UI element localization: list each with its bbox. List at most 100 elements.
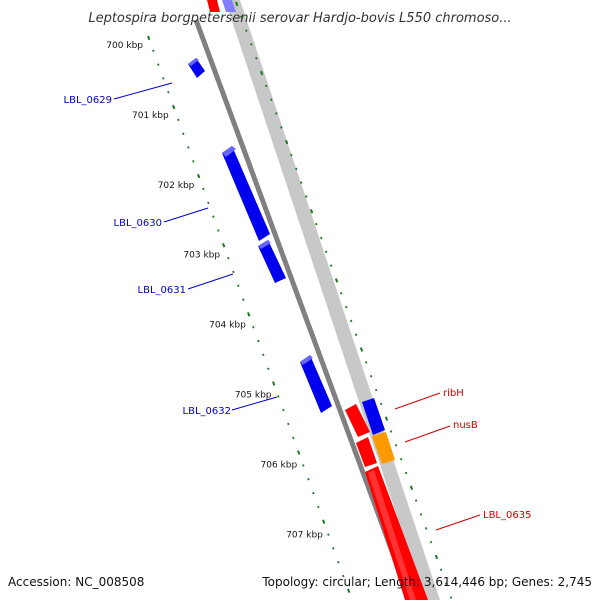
tick-label: 702 kbp	[158, 181, 195, 191]
ruler-tick-left	[327, 533, 330, 536]
ruler-tick-right	[340, 292, 343, 295]
ruler-tick-right	[345, 305, 348, 309]
ruler-tick-left	[252, 325, 255, 329]
ruler-tick-right	[330, 264, 333, 267]
reverse-gene-lbl-0635[interactable]	[365, 466, 428, 600]
ruler-tick-right	[260, 70, 264, 76]
ruler-tick-right	[409, 485, 414, 491]
ruler-tick-right	[359, 347, 364, 352]
ruler-tick-left	[207, 201, 210, 205]
ruler-tick-right	[300, 181, 303, 184]
ruler-tick-right	[280, 126, 283, 129]
ruler-tick-left	[162, 77, 165, 80]
ruler-tick-left	[272, 381, 276, 386]
ruler-tick-right	[270, 98, 273, 101]
reverse-gene-nusb[interactable]	[356, 432, 395, 467]
ruler-tick-left	[277, 395, 280, 398]
ruler-tick-left	[202, 187, 205, 191]
ruler-tick-left	[342, 574, 345, 578]
ruler-tick-right	[449, 596, 453, 599]
gene-label-lbl-0631[interactable]: LBL_0631	[138, 285, 186, 296]
gene-label-lbl-0635[interactable]: LBL_0635	[483, 510, 531, 521]
ruler-tick-left	[157, 63, 160, 66]
ruler-tick-right	[404, 471, 408, 475]
ruler-tick-right	[374, 388, 378, 392]
tick-label: 701 kbp	[132, 111, 169, 121]
ruler-tick-right	[309, 209, 314, 214]
forward-gene-lbl-0629[interactable]	[188, 58, 205, 78]
ruler-tick-left	[262, 353, 265, 357]
ruler-tick-right	[434, 554, 439, 560]
ruler-tick-left	[152, 49, 155, 53]
leader-lbl-0629	[113, 82, 173, 100]
leader-nusb	[404, 425, 451, 443]
ruler-tick-left	[222, 243, 226, 248]
gene-label-ribh[interactable]: ribH	[443, 388, 464, 399]
ruler-tick-left	[227, 256, 230, 260]
ruler-tick-left	[147, 35, 151, 41]
leader-ribh	[394, 392, 441, 410]
leader-lbl-0635	[435, 514, 481, 531]
reverse-gene-ribh[interactable]	[345, 398, 385, 437]
ruler-tick-left	[297, 450, 301, 455]
ruler-tick-left	[212, 215, 215, 218]
ruler-tick-left	[317, 505, 320, 509]
ruler-tick-left	[282, 408, 285, 412]
ruler-tick-right	[295, 167, 298, 171]
leader-lbl-0632	[231, 396, 278, 411]
ruler-tick-right	[315, 222, 318, 226]
ruler-tick-left	[177, 118, 180, 122]
ruler-tick-right	[325, 250, 328, 254]
forward-gene-lbl-0630[interactable]	[222, 146, 270, 241]
reverse-gene-top-partial	[207, 0, 220, 12]
ruler-tick-left	[172, 104, 176, 110]
tick-label: 707 kbp	[286, 530, 323, 540]
ruler-tick-right	[350, 319, 353, 323]
tick-label: 700 kbp	[106, 41, 143, 51]
tick-label: 704 kbp	[209, 321, 246, 331]
tick-label: 705 kbp	[235, 391, 272, 401]
ruler-tick-left	[302, 464, 305, 467]
ruler-tick-right	[255, 56, 258, 60]
ruler-tick-right	[305, 195, 308, 198]
ruler-tick-right	[320, 236, 323, 240]
ruler-tick-left	[287, 422, 290, 426]
ruler-tick-right	[275, 112, 278, 115]
ruler-tick-right	[439, 568, 443, 572]
accession-text: Accession: NC_008508	[8, 575, 144, 589]
ruler-tick-right	[284, 139, 289, 145]
forward-gene-lbl-0632[interactable]	[300, 355, 332, 413]
ruler-tick-left	[192, 160, 195, 163]
gene-label-lbl-0629[interactable]: LBL_0629	[64, 95, 112, 106]
ruler-tick-left	[197, 173, 201, 179]
ruler-tick-left	[337, 560, 340, 564]
ruler-tick-right	[379, 402, 383, 406]
ruler-tick-right	[290, 153, 293, 157]
position-ruler-right	[235, 1, 453, 599]
ruler-tick-right	[355, 333, 358, 337]
ruler-tick-right	[394, 444, 398, 447]
gene-label-lbl-0630[interactable]: LBL_0630	[114, 218, 162, 229]
ruler-tick-left	[307, 478, 310, 481]
gene-label-lbl-0632[interactable]: LBL_0632	[183, 406, 231, 417]
ruler-tick-right	[369, 374, 373, 378]
ruler-tick-right	[414, 499, 418, 502]
topology-summary-text: Topology: circular; Length: 3,614,446 bp…	[261, 575, 592, 589]
tick-label: 703 kbp	[183, 251, 220, 261]
tick-labels: 700 kbp 701 kbp 702 kbp 703 kbp 704 kbp 705 k…	[106, 41, 323, 540]
leader-lbl-0631	[187, 273, 234, 290]
gene-label-nusb[interactable]: nusB	[453, 420, 478, 431]
ruler-tick-right	[444, 582, 448, 585]
ruler-tick-left	[322, 519, 326, 524]
ruler-tick-left	[347, 588, 351, 594]
ruler-tick-right	[245, 29, 248, 32]
forward-gene-lbl-0631[interactable]	[258, 240, 286, 283]
reverse-track-band	[225, 0, 440, 600]
ruler-tick-right	[364, 361, 368, 364]
ruler-tick-right	[265, 84, 268, 88]
ruler-tick-right	[424, 527, 428, 530]
ruler-tick-left	[237, 284, 240, 288]
ruler-tick-right	[240, 15, 243, 19]
ruler-tick-left	[292, 436, 295, 440]
ruler-tick-left	[187, 146, 190, 149]
